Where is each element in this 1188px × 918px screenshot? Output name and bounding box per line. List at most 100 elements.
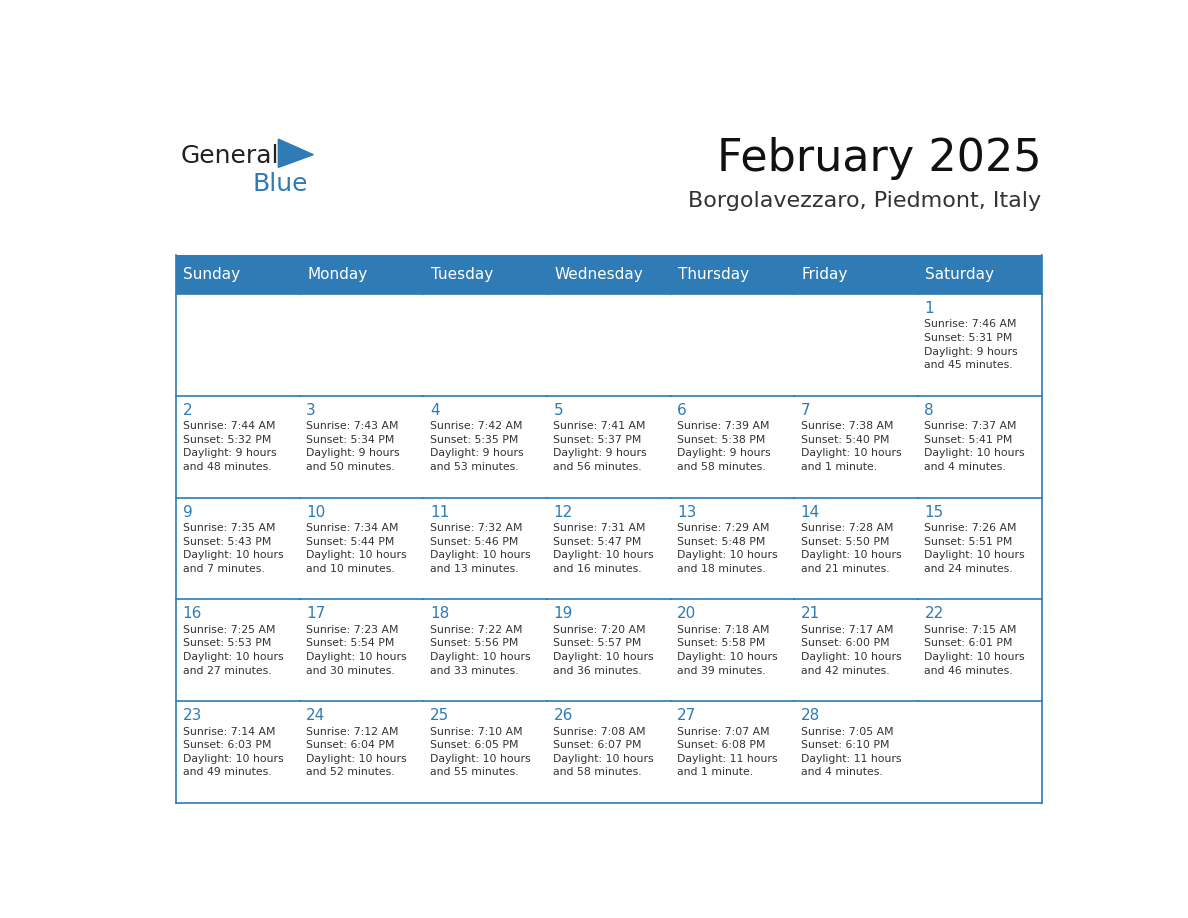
Bar	[546, 255, 671, 294]
Text: Borgolavezzaro, Piedmont, Italy: Borgolavezzaro, Piedmont, Italy	[689, 192, 1042, 211]
Text: 19: 19	[554, 607, 573, 621]
Text: Sunrise: 7:42 AM
Sunset: 5:35 PM
Daylight: 9 hours
and 53 minutes.: Sunrise: 7:42 AM Sunset: 5:35 PM Dayligh…	[430, 421, 524, 472]
Text: Sunrise: 7:32 AM
Sunset: 5:46 PM
Daylight: 10 hours
and 13 minutes.: Sunrise: 7:32 AM Sunset: 5:46 PM Dayligh…	[430, 523, 531, 574]
Text: General: General	[181, 144, 279, 168]
Text: Sunrise: 7:28 AM
Sunset: 5:50 PM
Daylight: 10 hours
and 21 minutes.: Sunrise: 7:28 AM Sunset: 5:50 PM Dayligh…	[801, 523, 902, 574]
Bar	[176, 255, 299, 294]
Text: Sunrise: 7:34 AM
Sunset: 5:44 PM
Daylight: 10 hours
and 10 minutes.: Sunrise: 7:34 AM Sunset: 5:44 PM Dayligh…	[307, 523, 406, 574]
Text: 21: 21	[801, 607, 820, 621]
Bar	[176, 396, 299, 498]
Text: Saturday: Saturday	[925, 267, 994, 282]
Bar	[795, 498, 918, 599]
Bar	[423, 498, 546, 599]
Bar	[299, 498, 423, 599]
Bar	[918, 396, 1042, 498]
Text: Sunrise: 7:38 AM
Sunset: 5:40 PM
Daylight: 10 hours
and 1 minute.: Sunrise: 7:38 AM Sunset: 5:40 PM Dayligh…	[801, 421, 902, 472]
Text: 22: 22	[924, 607, 943, 621]
Text: 9: 9	[183, 505, 192, 520]
Bar	[918, 599, 1042, 701]
Text: Sunrise: 7:43 AM
Sunset: 5:34 PM
Daylight: 9 hours
and 50 minutes.: Sunrise: 7:43 AM Sunset: 5:34 PM Dayligh…	[307, 421, 400, 472]
Bar	[795, 599, 918, 701]
Text: Sunrise: 7:44 AM
Sunset: 5:32 PM
Daylight: 9 hours
and 48 minutes.: Sunrise: 7:44 AM Sunset: 5:32 PM Dayligh…	[183, 421, 276, 472]
Bar	[918, 498, 1042, 599]
Bar	[546, 599, 671, 701]
Text: Wednesday: Wednesday	[555, 267, 643, 282]
Text: Sunrise: 7:15 AM
Sunset: 6:01 PM
Daylight: 10 hours
and 46 minutes.: Sunrise: 7:15 AM Sunset: 6:01 PM Dayligh…	[924, 625, 1025, 676]
Text: 15: 15	[924, 505, 943, 520]
Text: Sunrise: 7:35 AM
Sunset: 5:43 PM
Daylight: 10 hours
and 7 minutes.: Sunrise: 7:35 AM Sunset: 5:43 PM Dayligh…	[183, 523, 283, 574]
Text: Sunrise: 7:46 AM
Sunset: 5:31 PM
Daylight: 9 hours
and 45 minutes.: Sunrise: 7:46 AM Sunset: 5:31 PM Dayligh…	[924, 319, 1018, 370]
Bar	[546, 701, 671, 803]
Text: 10: 10	[307, 505, 326, 520]
Text: 18: 18	[430, 607, 449, 621]
Text: 24: 24	[307, 708, 326, 723]
Bar	[546, 396, 671, 498]
Text: 14: 14	[801, 505, 820, 520]
Text: 8: 8	[924, 403, 934, 418]
Text: 13: 13	[677, 505, 696, 520]
Text: Sunrise: 7:23 AM
Sunset: 5:54 PM
Daylight: 10 hours
and 30 minutes.: Sunrise: 7:23 AM Sunset: 5:54 PM Dayligh…	[307, 625, 406, 676]
Text: 25: 25	[430, 708, 449, 723]
Text: 28: 28	[801, 708, 820, 723]
Text: Sunrise: 7:37 AM
Sunset: 5:41 PM
Daylight: 10 hours
and 4 minutes.: Sunrise: 7:37 AM Sunset: 5:41 PM Dayligh…	[924, 421, 1025, 472]
Text: Sunrise: 7:41 AM
Sunset: 5:37 PM
Daylight: 9 hours
and 56 minutes.: Sunrise: 7:41 AM Sunset: 5:37 PM Dayligh…	[554, 421, 647, 472]
Text: 11: 11	[430, 505, 449, 520]
Bar	[918, 294, 1042, 396]
Bar	[671, 599, 795, 701]
Text: February 2025: February 2025	[716, 137, 1042, 180]
Text: 16: 16	[183, 607, 202, 621]
Bar	[671, 701, 795, 803]
Bar	[795, 701, 918, 803]
Text: Sunrise: 7:31 AM
Sunset: 5:47 PM
Daylight: 10 hours
and 16 minutes.: Sunrise: 7:31 AM Sunset: 5:47 PM Dayligh…	[554, 523, 655, 574]
Text: Monday: Monday	[308, 267, 367, 282]
Text: Sunrise: 7:10 AM
Sunset: 6:05 PM
Daylight: 10 hours
and 55 minutes.: Sunrise: 7:10 AM Sunset: 6:05 PM Dayligh…	[430, 726, 531, 778]
Text: Sunrise: 7:26 AM
Sunset: 5:51 PM
Daylight: 10 hours
and 24 minutes.: Sunrise: 7:26 AM Sunset: 5:51 PM Dayligh…	[924, 523, 1025, 574]
Bar	[299, 701, 423, 803]
Text: Sunrise: 7:17 AM
Sunset: 6:00 PM
Daylight: 10 hours
and 42 minutes.: Sunrise: 7:17 AM Sunset: 6:00 PM Dayligh…	[801, 625, 902, 676]
Text: 4: 4	[430, 403, 440, 418]
Text: Sunrise: 7:39 AM
Sunset: 5:38 PM
Daylight: 9 hours
and 58 minutes.: Sunrise: 7:39 AM Sunset: 5:38 PM Dayligh…	[677, 421, 771, 472]
Bar	[423, 294, 546, 396]
Text: 20: 20	[677, 607, 696, 621]
Text: 5: 5	[554, 403, 563, 418]
Text: Sunrise: 7:08 AM
Sunset: 6:07 PM
Daylight: 10 hours
and 58 minutes.: Sunrise: 7:08 AM Sunset: 6:07 PM Dayligh…	[554, 726, 655, 778]
Bar	[176, 498, 299, 599]
Text: Sunday: Sunday	[183, 267, 241, 282]
Bar	[918, 255, 1042, 294]
Bar	[176, 599, 299, 701]
Text: Sunrise: 7:12 AM
Sunset: 6:04 PM
Daylight: 10 hours
and 52 minutes.: Sunrise: 7:12 AM Sunset: 6:04 PM Dayligh…	[307, 726, 406, 778]
Bar	[299, 294, 423, 396]
Bar	[423, 255, 546, 294]
Text: 1: 1	[924, 301, 934, 316]
Text: Sunrise: 7:22 AM
Sunset: 5:56 PM
Daylight: 10 hours
and 33 minutes.: Sunrise: 7:22 AM Sunset: 5:56 PM Dayligh…	[430, 625, 531, 676]
Bar	[546, 294, 671, 396]
Text: 7: 7	[801, 403, 810, 418]
Bar	[423, 396, 546, 498]
Text: Sunrise: 7:07 AM
Sunset: 6:08 PM
Daylight: 11 hours
and 1 minute.: Sunrise: 7:07 AM Sunset: 6:08 PM Dayligh…	[677, 726, 778, 778]
Bar	[299, 599, 423, 701]
Bar	[918, 701, 1042, 803]
Polygon shape	[278, 140, 314, 167]
Text: 23: 23	[183, 708, 202, 723]
Bar	[671, 294, 795, 396]
Text: Thursday: Thursday	[678, 267, 750, 282]
Text: 17: 17	[307, 607, 326, 621]
Text: Blue: Blue	[253, 173, 308, 196]
Bar	[423, 701, 546, 803]
Bar	[795, 396, 918, 498]
Bar	[299, 255, 423, 294]
Text: 6: 6	[677, 403, 687, 418]
Bar	[423, 599, 546, 701]
Text: 3: 3	[307, 403, 316, 418]
Text: 12: 12	[554, 505, 573, 520]
Text: Tuesday: Tuesday	[431, 267, 493, 282]
Text: 27: 27	[677, 708, 696, 723]
Text: Sunrise: 7:05 AM
Sunset: 6:10 PM
Daylight: 11 hours
and 4 minutes.: Sunrise: 7:05 AM Sunset: 6:10 PM Dayligh…	[801, 726, 902, 778]
Bar	[795, 255, 918, 294]
Text: 2: 2	[183, 403, 192, 418]
Bar	[671, 396, 795, 498]
Text: Friday: Friday	[802, 267, 848, 282]
Text: Sunrise: 7:25 AM
Sunset: 5:53 PM
Daylight: 10 hours
and 27 minutes.: Sunrise: 7:25 AM Sunset: 5:53 PM Dayligh…	[183, 625, 283, 676]
Bar	[671, 255, 795, 294]
Text: Sunrise: 7:20 AM
Sunset: 5:57 PM
Daylight: 10 hours
and 36 minutes.: Sunrise: 7:20 AM Sunset: 5:57 PM Dayligh…	[554, 625, 655, 676]
